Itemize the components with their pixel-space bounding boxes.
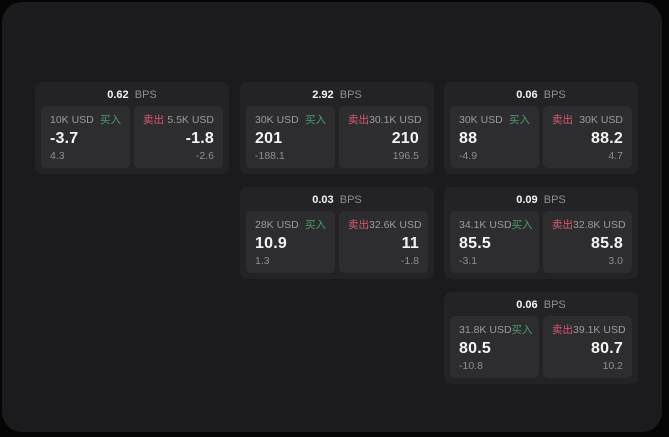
sell-side-label: 卖出 — [552, 324, 573, 336]
buy-tile[interactable]: 30K USD 买入 88 -4.9 — [450, 106, 539, 168]
bps-header: 0.06 BPS — [450, 297, 632, 314]
quote-card: 2.92 BPS 30K USD 买入 201 -188.1 卖出 30.1K … — [240, 82, 434, 174]
sell-price: -1.8 — [185, 130, 214, 147]
quote-board-panel: 0.62 BPS 10K USD 买入 -3.7 4.3 卖出 5.5K USD… — [2, 2, 662, 432]
quote-card: 0.09 BPS 34.1K USD 买入 85.5 -3.1 卖出 32.8K… — [444, 187, 638, 279]
sell-delta: 3.0 — [608, 255, 623, 267]
bps-unit: BPS — [336, 194, 362, 206]
bps-header: 0.06 BPS — [450, 87, 632, 104]
quote-card: 0.03 BPS 28K USD 买入 10.9 1.3 卖出 32.6K US… — [240, 187, 434, 279]
buy-side-label: 买入 — [511, 324, 533, 336]
buy-price: -3.7 — [50, 130, 79, 147]
buy-side-label: 买入 — [100, 114, 121, 126]
quote-tiles: 30K USD 买入 88 -4.9 卖出 30K USD 88.2 4.7 — [450, 106, 632, 168]
sell-size: 32.6K USD — [369, 218, 422, 231]
buy-price: 201 — [255, 130, 283, 147]
sell-tile[interactable]: 卖出 30K USD 88.2 4.7 — [543, 106, 632, 168]
sell-size: 5.5K USD — [167, 113, 214, 126]
quote-tiles: 10K USD 买入 -3.7 4.3 卖出 5.5K USD -1.8 -2.… — [41, 106, 223, 168]
bps-unit: BPS — [540, 89, 566, 101]
buy-tile[interactable]: 10K USD 买入 -3.7 4.3 — [41, 106, 130, 168]
buy-price: 80.5 — [459, 340, 491, 357]
sell-price: 85.8 — [591, 235, 623, 252]
bps-unit: BPS — [540, 299, 566, 311]
buy-side-label: 买入 — [305, 114, 326, 126]
sell-delta: 10.2 — [602, 360, 623, 372]
bps-value: 2.92 — [312, 89, 334, 101]
bps-value: 0.03 — [312, 194, 334, 206]
bps-unit: BPS — [131, 89, 157, 101]
bps-header: 0.09 BPS — [450, 192, 632, 209]
sell-price: 210 — [391, 130, 419, 147]
bps-header: 2.92 BPS — [246, 87, 428, 104]
sell-price: 80.7 — [591, 340, 623, 357]
buy-size: 10K USD — [50, 113, 94, 126]
buy-side-label: 买入 — [509, 114, 530, 126]
sell-tile[interactable]: 卖出 5.5K USD -1.8 -2.6 — [134, 106, 223, 168]
buy-delta: -3.1 — [459, 255, 478, 267]
buy-size: 30K USD — [459, 113, 503, 126]
buy-delta: -188.1 — [255, 150, 285, 162]
sell-tile[interactable]: 卖出 32.6K USD 11 -1.8 — [339, 211, 428, 273]
sell-size: 30.1K USD — [369, 113, 422, 126]
bps-value: 0.09 — [516, 194, 538, 206]
buy-tile[interactable]: 34.1K USD 买入 85.5 -3.1 — [450, 211, 539, 273]
sell-delta: -1.8 — [400, 255, 419, 267]
bps-unit: BPS — [540, 194, 566, 206]
quote-card: 0.06 BPS 30K USD 买入 88 -4.9 卖出 30K USD 8… — [444, 82, 638, 174]
bps-header: 0.03 BPS — [246, 192, 428, 209]
sell-size: 32.8K USD — [573, 218, 626, 231]
bps-header: 0.62 BPS — [41, 87, 223, 104]
sell-side-label: 卖出 — [552, 114, 573, 126]
buy-price: 85.5 — [459, 235, 491, 252]
buy-size: 28K USD — [255, 218, 299, 231]
sell-delta: 196.5 — [392, 150, 419, 162]
buy-price: 10.9 — [255, 235, 287, 252]
sell-tile[interactable]: 卖出 30.1K USD 210 196.5 — [339, 106, 428, 168]
buy-price: 88 — [459, 130, 478, 147]
quote-tiles: 31.8K USD 买入 80.5 -10.8 卖出 39.1K USD 80.… — [450, 316, 632, 378]
buy-side-label: 买入 — [511, 219, 533, 231]
bps-unit: BPS — [336, 89, 362, 101]
quote-tiles: 34.1K USD 买入 85.5 -3.1 卖出 32.8K USD 85.8… — [450, 211, 632, 273]
buy-delta: 4.3 — [50, 150, 65, 162]
bps-value: 0.62 — [107, 89, 129, 101]
bps-value: 0.06 — [516, 89, 538, 101]
quote-tiles: 28K USD 买入 10.9 1.3 卖出 32.6K USD 11 -1.8 — [246, 211, 428, 273]
buy-size: 30K USD — [255, 113, 299, 126]
quote-card: 0.06 BPS 31.8K USD 买入 80.5 -10.8 卖出 39.1… — [444, 292, 638, 384]
sell-price: 11 — [401, 235, 419, 252]
buy-delta: 1.3 — [255, 255, 270, 267]
sell-tile[interactable]: 卖出 32.8K USD 85.8 3.0 — [543, 211, 632, 273]
sell-side-label: 卖出 — [552, 219, 573, 231]
sell-price: 88.2 — [591, 130, 623, 147]
buy-tile[interactable]: 30K USD 买入 201 -188.1 — [246, 106, 335, 168]
bps-value: 0.06 — [516, 299, 538, 311]
sell-side-label: 卖出 — [143, 114, 164, 126]
buy-tile[interactable]: 28K USD 买入 10.9 1.3 — [246, 211, 335, 273]
buy-side-label: 买入 — [305, 219, 326, 231]
sell-delta: -2.6 — [195, 150, 214, 162]
buy-delta: -10.8 — [459, 360, 483, 372]
sell-side-label: 卖出 — [348, 114, 369, 126]
sell-side-label: 卖出 — [348, 219, 369, 231]
quote-card: 0.62 BPS 10K USD 买入 -3.7 4.3 卖出 5.5K USD… — [35, 82, 229, 174]
sell-tile[interactable]: 卖出 39.1K USD 80.7 10.2 — [543, 316, 632, 378]
buy-size: 34.1K USD — [459, 218, 512, 231]
quote-tiles: 30K USD 买入 201 -188.1 卖出 30.1K USD 210 1… — [246, 106, 428, 168]
sell-size: 30K USD — [579, 113, 623, 126]
buy-delta: -4.9 — [459, 150, 478, 162]
buy-size: 31.8K USD — [459, 323, 512, 336]
sell-size: 39.1K USD — [573, 323, 626, 336]
sell-delta: 4.7 — [608, 150, 623, 162]
buy-tile[interactable]: 31.8K USD 买入 80.5 -10.8 — [450, 316, 539, 378]
